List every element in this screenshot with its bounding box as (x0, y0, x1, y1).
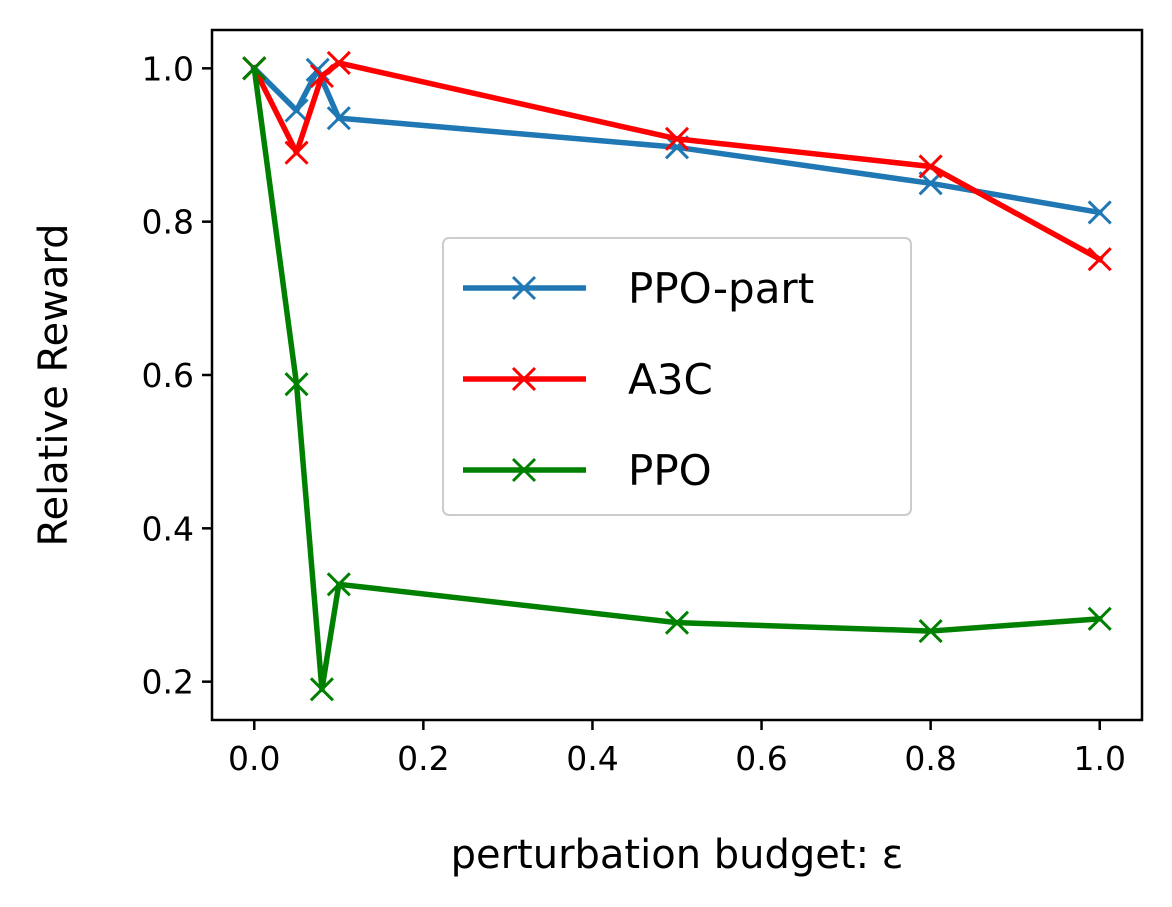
data-point-ppo (326, 572, 351, 597)
series-ppo-part (242, 56, 1112, 225)
x-tick-label: 0.2 (397, 739, 449, 778)
legend-box (442, 237, 912, 516)
legend-marker (511, 366, 537, 392)
ticks-layer: 0.0 0.2 0.4 0.6 0.8 1.0 0.2 0.4 0.6 0.8 1.0 (142, 49, 1126, 778)
data-point-ppo (284, 372, 309, 397)
y-tick-label: 1.0 (142, 49, 194, 88)
data-point-ppo (309, 677, 334, 702)
data-point-ppo (918, 619, 943, 644)
legend-item-ppo-part: PPO-part (463, 264, 814, 313)
x-tick-label: 0.8 (904, 739, 956, 778)
data-point-ppo (664, 610, 690, 635)
series-ppo (242, 56, 1112, 702)
data-point-ppo (1087, 606, 1112, 631)
data-point-ppo-part (1087, 200, 1112, 225)
data-point-a3c (284, 140, 309, 165)
legend: PPO-part A3C PPO (442, 237, 912, 516)
data-point-a3c (918, 154, 943, 179)
legend-marker (511, 457, 537, 483)
data-point-ppo-part (326, 106, 351, 131)
y-tick-label: 0.8 (142, 203, 194, 242)
x-tick-label: 0.6 (735, 739, 787, 778)
legend-item-a3c: A3C (463, 355, 713, 404)
y-tick-label: 0.4 (142, 509, 194, 548)
y-tick-label: 0.2 (142, 663, 194, 702)
data-point-a3c (664, 126, 690, 151)
data-point-a3c (1087, 247, 1112, 272)
legend-label: PPO-part (628, 264, 814, 313)
x-tick-label: 0.4 (566, 739, 618, 778)
y-tick-label: 0.6 (142, 356, 194, 395)
series-layer (242, 50, 1112, 702)
x-tick-label: 1.0 (1073, 739, 1125, 778)
data-point-a3c (326, 50, 351, 76)
legend-marker (511, 275, 537, 301)
data-point-ppo (242, 56, 267, 81)
legend-label: PPO (628, 446, 712, 495)
data-point-ppo-part (918, 171, 943, 196)
data-point-ppo-part (284, 98, 309, 123)
data-point-a3c (309, 63, 334, 89)
x-tick-label: 0.0 (228, 739, 280, 778)
legend-item-ppo: PPO (463, 446, 712, 495)
legend-label: A3C (628, 355, 713, 404)
x-axis-label: perturbation budget: ε (451, 832, 904, 878)
y-axis-label: Relative Reward (31, 224, 77, 547)
series-line-a3c (250, 60, 1104, 263)
